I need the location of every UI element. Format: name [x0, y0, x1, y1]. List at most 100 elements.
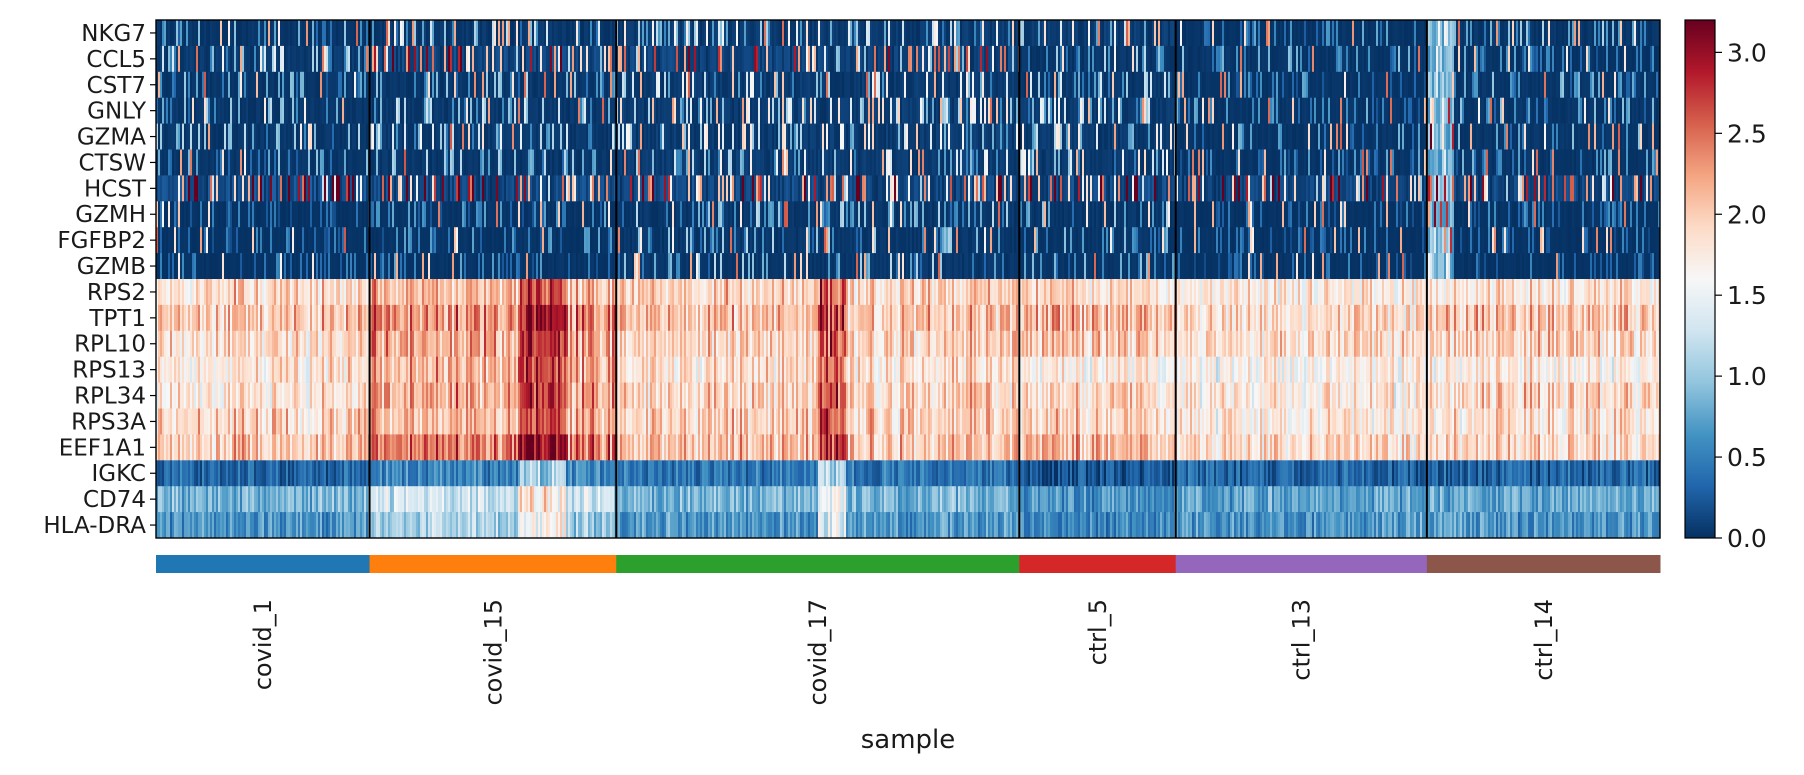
heatmap-cell	[566, 408, 569, 435]
heatmap-cell	[306, 149, 309, 176]
heatmap-cell	[614, 227, 617, 254]
heatmap-cell	[408, 253, 411, 280]
heatmap-cell	[472, 175, 475, 202]
heatmap-cell	[316, 149, 319, 176]
heatmap-cell	[270, 434, 273, 461]
heatmap-cell	[316, 304, 319, 332]
heatmap-cell	[346, 279, 349, 306]
heatmap-cell	[408, 279, 411, 306]
heatmap-cell	[544, 408, 547, 435]
heatmap-cell	[232, 304, 235, 332]
heatmap-cell	[406, 512, 409, 539]
heatmap-cell	[168, 330, 171, 357]
heatmap-cell	[234, 434, 237, 461]
heatmap-cell	[338, 97, 341, 124]
heatmap-cell	[340, 123, 343, 150]
heatmap-cell	[320, 512, 323, 539]
heatmap-cell	[238, 71, 241, 98]
heatmap-cell	[172, 149, 175, 176]
heatmap-cell	[490, 97, 493, 124]
heatmap-cell	[160, 279, 163, 306]
heatmap-cell	[156, 123, 159, 150]
heatmap-cell	[278, 201, 281, 228]
heatmap-cell	[326, 304, 329, 332]
heatmap-cell	[162, 175, 165, 202]
heatmap-cell	[418, 460, 421, 487]
heatmap-cell	[194, 304, 197, 332]
heatmap-cell	[156, 20, 159, 47]
heatmap-cell	[562, 382, 565, 409]
heatmap-cell	[530, 460, 533, 487]
heatmap-cell	[216, 97, 219, 124]
heatmap-cell	[650, 304, 653, 332]
heatmap-cell	[274, 45, 277, 73]
heatmap-cell	[346, 20, 349, 47]
heatmap-cell	[604, 175, 607, 202]
heatmap-cell	[552, 356, 555, 383]
heatmap-cell	[282, 382, 285, 409]
heatmap-cell	[454, 175, 457, 202]
heatmap-cell	[546, 123, 549, 150]
heatmap-cell	[476, 330, 479, 357]
heatmap-cell	[380, 71, 383, 98]
heatmap-cell	[504, 71, 507, 98]
heatmap-cell	[516, 45, 519, 73]
heatmap-cell	[624, 460, 627, 487]
heatmap-cell	[576, 45, 579, 73]
heatmap-cell	[600, 175, 603, 202]
heatmap-cell	[312, 45, 315, 73]
heatmap-cell	[156, 408, 159, 435]
heatmap-cell	[266, 512, 269, 539]
heatmap-cell	[312, 227, 315, 254]
heatmap-cell	[648, 486, 651, 513]
heatmap-cell	[332, 330, 335, 357]
heatmap-cell	[652, 253, 655, 280]
heatmap-cell	[230, 201, 233, 228]
heatmap-cell	[238, 408, 241, 435]
heatmap-cell	[620, 408, 623, 435]
heatmap-cell	[414, 330, 417, 357]
heatmap-cell	[236, 460, 239, 487]
heatmap-cell	[396, 486, 399, 513]
heatmap-cell	[504, 253, 507, 280]
heatmap-cell	[456, 97, 459, 124]
heatmap-cell	[536, 175, 539, 202]
heatmap-cell	[594, 460, 597, 487]
heatmap-cell	[430, 330, 433, 357]
heatmap-cell	[524, 227, 527, 254]
heatmap-cell	[478, 201, 481, 228]
heatmap-cell	[316, 356, 319, 383]
heatmap-cell	[608, 434, 611, 461]
heatmap-cell	[396, 71, 399, 98]
heatmap-cell	[638, 408, 641, 435]
heatmap-cell	[590, 71, 593, 98]
heatmap-cell	[478, 279, 481, 306]
heatmap-cell	[554, 71, 557, 98]
heatmap-cell	[548, 486, 551, 513]
heatmap-cell	[466, 149, 469, 176]
heatmap-cell	[644, 123, 647, 150]
heatmap-cell	[450, 434, 453, 461]
heatmap-cell	[634, 20, 637, 47]
heatmap-cell	[580, 408, 583, 435]
heatmap-cell	[438, 97, 441, 124]
heatmap-cell	[334, 486, 337, 513]
heatmap-cell	[378, 71, 381, 98]
heatmap-cell	[398, 201, 401, 228]
heatmap-cell	[448, 486, 451, 513]
heatmap-cell	[556, 382, 559, 409]
heatmap-cell	[530, 512, 533, 539]
heatmap-cell	[160, 45, 163, 73]
heatmap-cell	[282, 408, 285, 435]
heatmap-cell	[164, 253, 167, 280]
heatmap-cell	[430, 71, 433, 98]
heatmap-cell	[536, 356, 539, 383]
heatmap-cell	[422, 201, 425, 228]
heatmap-cell	[420, 512, 423, 539]
heatmap-cell	[226, 71, 229, 98]
heatmap-cell	[164, 201, 167, 228]
heatmap-cell	[592, 227, 595, 254]
heatmap-cell	[452, 45, 455, 73]
heatmap-cell	[210, 512, 213, 539]
heatmap-cell	[464, 512, 467, 539]
